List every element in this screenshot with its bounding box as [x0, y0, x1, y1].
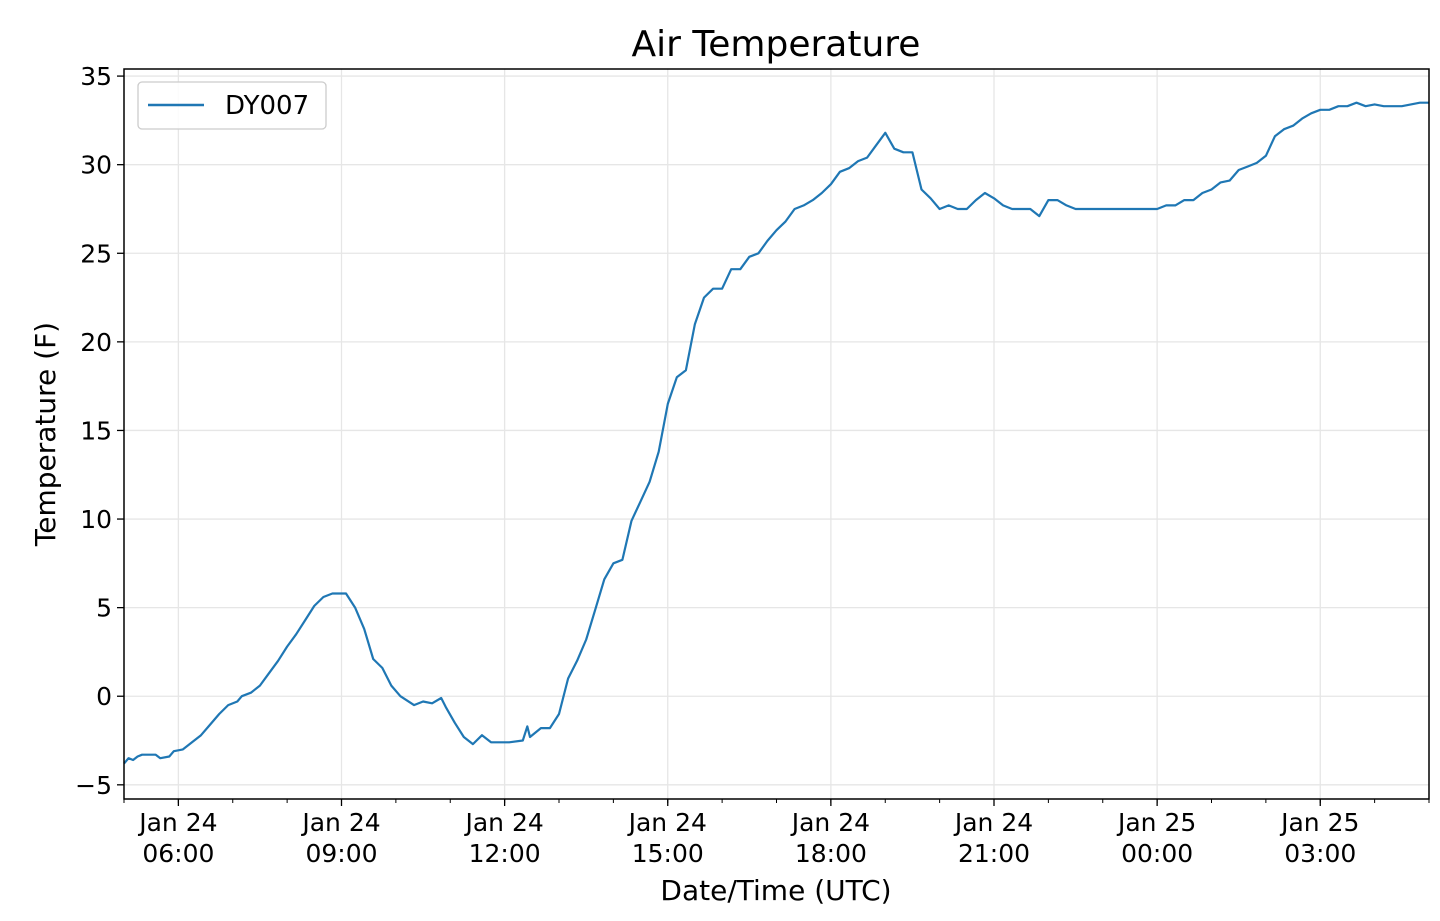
y-tick-label: 35	[80, 62, 112, 91]
x-tick-label-time: 06:00	[142, 839, 214, 868]
legend-label-DY007: DY007	[225, 91, 309, 121]
x-tick-label-time: 00:00	[1121, 839, 1193, 868]
x-tick-label-time: 15:00	[632, 839, 704, 868]
x-tick-label-date: Jan 24	[463, 808, 543, 837]
y-tick-label: 10	[80, 505, 112, 534]
x-tick-label-date: Jan 24	[627, 808, 707, 837]
y-tick-label: 25	[80, 239, 112, 268]
x-axis-label: Date/Time (UTC)	[660, 874, 891, 907]
gridlines	[124, 69, 1429, 799]
x-tick-label-date: Jan 25	[1279, 808, 1359, 837]
y-tick-label: −5	[75, 771, 112, 800]
x-tick-label-date: Jan 24	[953, 808, 1033, 837]
y-tick-label: 15	[80, 416, 112, 445]
x-tick-label-time: 21:00	[958, 839, 1030, 868]
y-tick-label: 20	[80, 328, 112, 357]
x-tick-label-date: Jan 24	[790, 808, 870, 837]
series-layer	[123, 101, 1429, 765]
x-tick-label-time: 09:00	[305, 839, 377, 868]
plot-frame	[123, 68, 1430, 800]
series-line-DY007	[123, 101, 1429, 765]
y-tick-label: 30	[80, 151, 112, 180]
x-tick-label-date: Jan 25	[1116, 808, 1196, 837]
x-tick-label-date: Jan 24	[300, 808, 380, 837]
x-tick-label-date: Jan 24	[137, 808, 217, 837]
y-tick-label: 5	[96, 594, 112, 623]
chart-title: Air Temperature	[632, 24, 921, 65]
x-tick-label-time: 03:00	[1284, 839, 1356, 868]
y-tick-label: 0	[96, 682, 112, 711]
legend-box	[137, 81, 327, 130]
y-axis-label: Temperature (F)	[29, 322, 62, 547]
x-tick-label-time: 12:00	[469, 839, 541, 868]
x-tick-label-time: 18:00	[795, 839, 867, 868]
legend: DY007	[137, 81, 327, 130]
